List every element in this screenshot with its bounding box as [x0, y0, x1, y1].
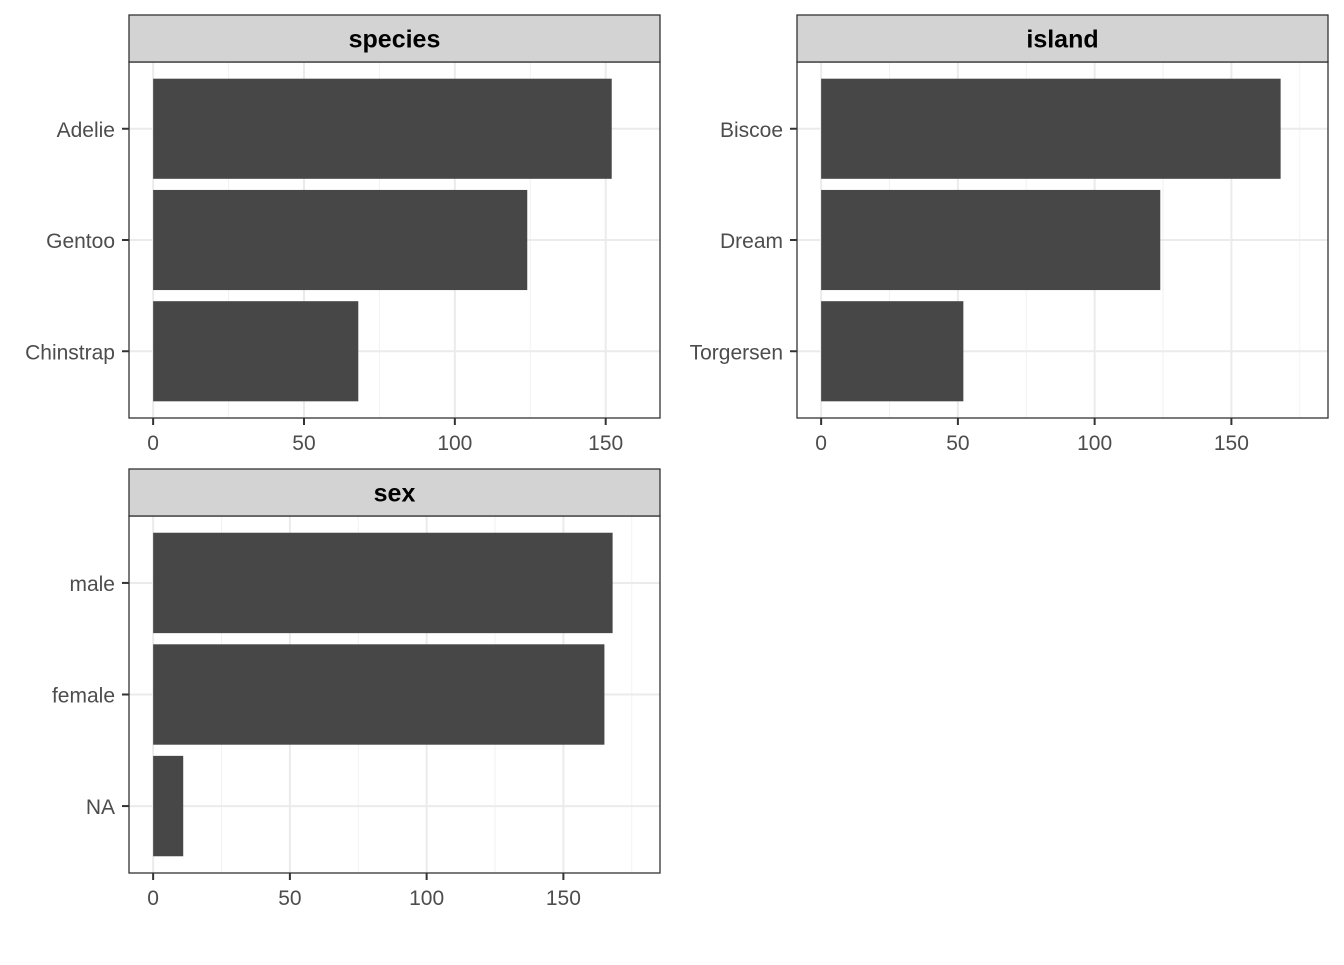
- x-tick-label: 100: [409, 887, 444, 910]
- y-tick-label: NA: [86, 796, 115, 819]
- x-tick-label: 0: [147, 887, 159, 910]
- bar-adelie: [153, 78, 612, 179]
- x-tick-label: 100: [1077, 432, 1112, 455]
- bar-male: [153, 532, 613, 634]
- x-tick-label: 50: [946, 432, 969, 455]
- y-tick-label: Biscoe: [720, 119, 783, 142]
- facet-strip: [796, 14, 1329, 63]
- x-tick-label: 150: [588, 432, 623, 455]
- bar-gentoo: [153, 189, 528, 291]
- facet-panel-species: species Adelie Gentoo Chinstrap 0 50 100 150: [25, 14, 661, 455]
- x-tick-label: 150: [546, 887, 581, 910]
- y-tick-label: Chinstrap: [25, 341, 115, 364]
- facet-strip-label: sex: [374, 480, 416, 508]
- x-tick-label: 0: [815, 432, 827, 455]
- bar-female: [153, 644, 605, 745]
- y-tick-label: Adelie: [57, 119, 115, 142]
- y-tick-label: male: [69, 573, 115, 596]
- facet-strip: [128, 468, 661, 517]
- facet-panel-sex: sex male female NA 0 50 100 150: [52, 468, 661, 910]
- bar-na: [153, 755, 184, 857]
- facet-strip-label: species: [349, 26, 441, 54]
- facet-strip: [128, 14, 661, 63]
- facet-panel-island: island Biscoe Dream Torgersen 0 50 100 150: [690, 14, 1329, 455]
- bar-dream: [821, 189, 1161, 291]
- y-tick-label: female: [52, 685, 115, 708]
- x-tick-label: 50: [292, 432, 315, 455]
- bar-torgersen: [821, 301, 964, 402]
- bar-chinstrap: [153, 301, 359, 402]
- x-tick-label: 100: [437, 432, 472, 455]
- bar-biscoe: [821, 78, 1281, 179]
- x-tick-label: 0: [147, 432, 159, 455]
- y-tick-label: Gentoo: [46, 230, 115, 253]
- x-tick-label: 150: [1214, 432, 1249, 455]
- y-tick-label: Torgersen: [690, 341, 783, 364]
- x-tick-label: 50: [278, 887, 301, 910]
- facet-strip-label: island: [1026, 26, 1098, 54]
- y-tick-label: Dream: [720, 230, 783, 253]
